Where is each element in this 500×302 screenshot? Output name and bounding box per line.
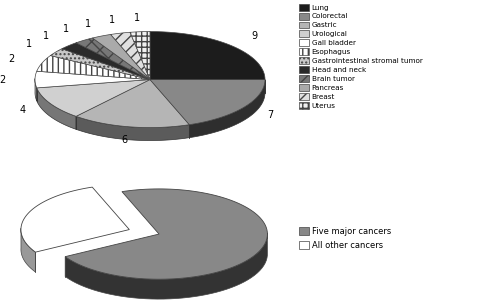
Text: 1: 1 [26, 39, 32, 49]
Text: 1: 1 [84, 19, 91, 29]
Polygon shape [21, 187, 130, 252]
Polygon shape [62, 43, 150, 79]
Polygon shape [150, 32, 265, 79]
Text: 4: 4 [20, 105, 26, 115]
Polygon shape [76, 116, 190, 140]
Text: 2: 2 [0, 75, 6, 85]
Polygon shape [50, 49, 150, 79]
Polygon shape [76, 38, 150, 79]
Text: 1: 1 [62, 24, 68, 34]
Legend: Lung, Colorectal, Gastric, Urological, Gall bladder, Esophagus, Gastrointestinal: Lung, Colorectal, Gastric, Urological, G… [298, 4, 422, 109]
Polygon shape [130, 32, 150, 79]
Text: 9: 9 [251, 31, 257, 41]
Polygon shape [65, 189, 268, 279]
Polygon shape [110, 32, 150, 79]
Polygon shape [92, 34, 150, 79]
Text: 1: 1 [43, 31, 49, 41]
Text: 1: 1 [134, 13, 140, 23]
Polygon shape [35, 79, 36, 101]
Polygon shape [190, 79, 265, 138]
Text: 2: 2 [8, 53, 15, 63]
Polygon shape [36, 56, 150, 79]
Text: 1: 1 [109, 15, 115, 25]
Polygon shape [35, 71, 150, 88]
Polygon shape [65, 233, 268, 299]
Polygon shape [36, 79, 150, 116]
Polygon shape [76, 79, 190, 127]
Polygon shape [36, 88, 76, 129]
Polygon shape [21, 228, 35, 272]
Text: 6: 6 [122, 135, 128, 145]
Legend: Five major cancers, All other cancers: Five major cancers, All other cancers [299, 227, 392, 250]
Text: 7: 7 [268, 110, 274, 120]
Polygon shape [150, 79, 265, 125]
